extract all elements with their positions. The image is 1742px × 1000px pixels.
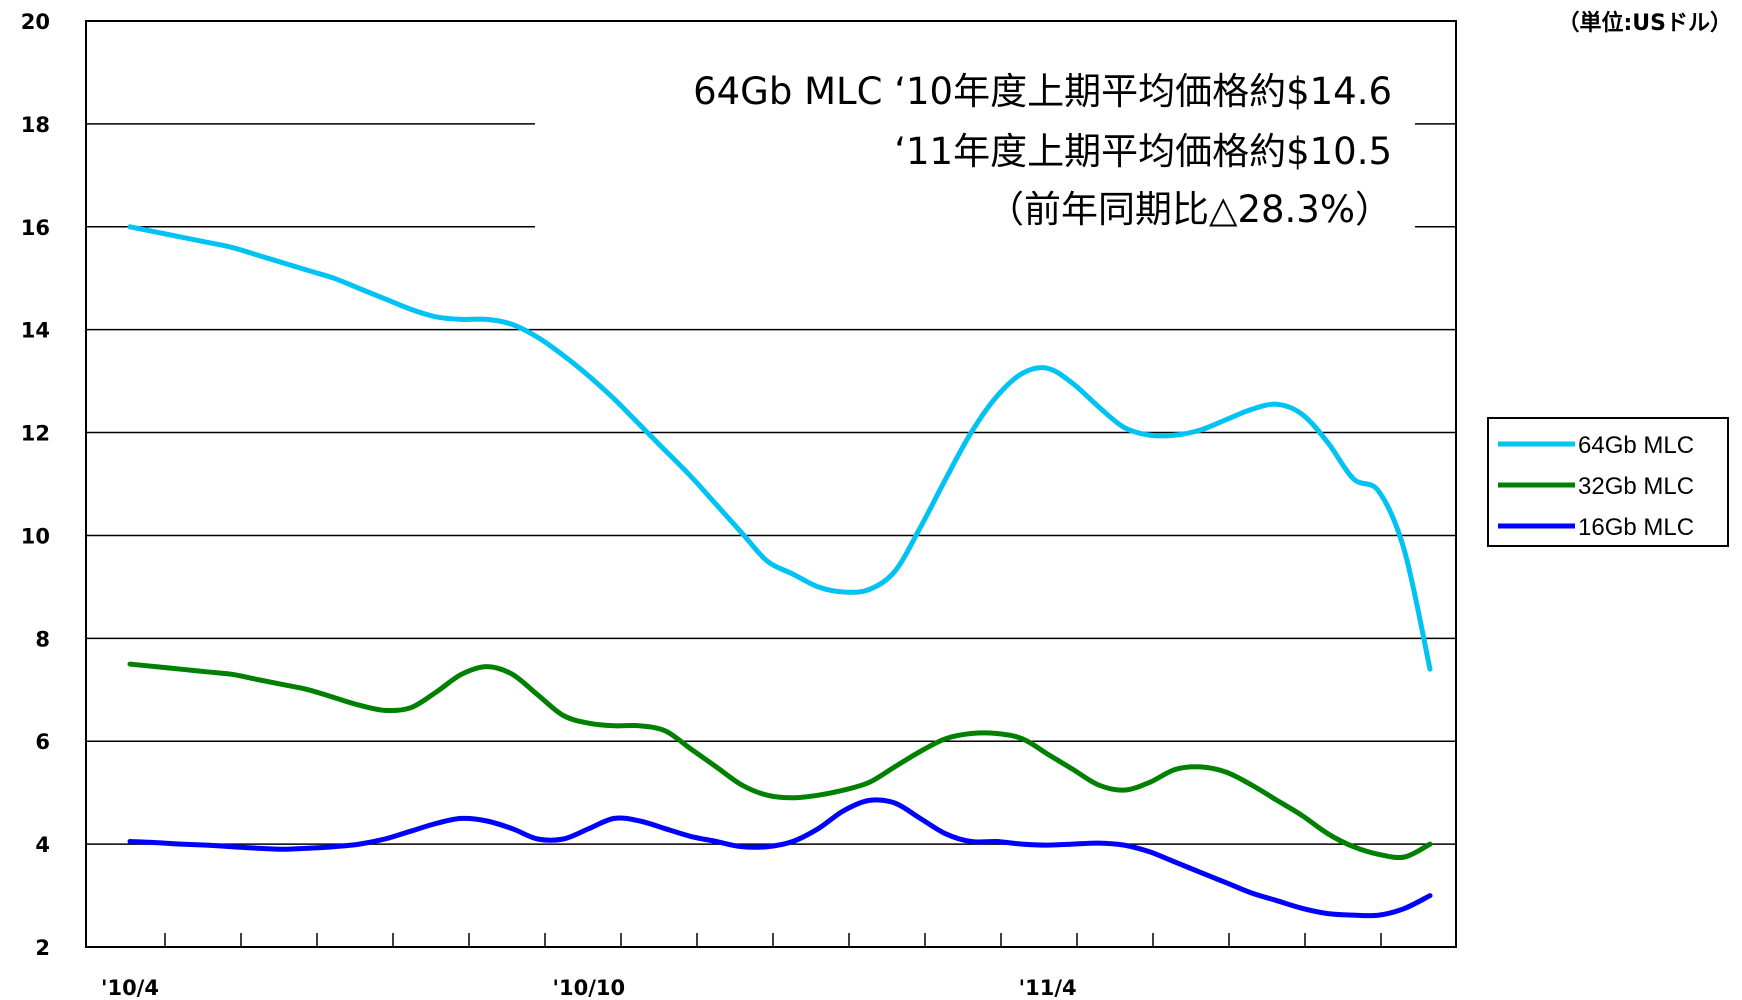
y-tick-label: 18 [21,113,50,137]
series-lines [127,224,1433,919]
y-tick-label: 4 [35,833,50,857]
annotation-line-3: （前年同期比△28.3%） [987,188,1392,231]
y-tick-label: 12 [21,422,50,446]
plot-frame [85,20,1457,948]
gridlines [86,123,1456,845]
series-line-16gb [127,797,1433,919]
x-tick-label: '10/10 [553,976,626,1000]
legend-label-64gb: 64Gb MLC [1578,432,1694,459]
x-axis: '10/4 '10/10 '11/4 [101,933,1382,1000]
annotation-line-2: ‘11年度上期平均価格約$10.5 [894,130,1392,173]
legend: 64Gb MLC 32Gb MLC 16Gb MLC [1487,417,1729,547]
y-tick-label: 16 [21,216,50,240]
legend-label-32gb: 32Gb MLC [1578,473,1694,500]
series-line-64gb [127,224,1433,672]
y-tick-label: 2 [35,936,50,960]
y-tick-label: 14 [21,319,50,343]
y-tick-label: 6 [35,730,50,754]
y-tick-label: 8 [35,627,50,651]
unit-label: （単位:USドル） [1557,10,1732,36]
legend-label-16gb: 16Gb MLC [1578,514,1694,541]
x-tick-label: '11/4 [1019,976,1077,1000]
y-tick-label: 20 [21,10,50,34]
y-tick-label: 10 [21,524,50,548]
annotation-background [535,60,1415,250]
series-line-32gb [127,661,1433,861]
annotation-line-1: 64Gb MLC ‘10年度上期平均価格約$14.6 [693,70,1392,113]
y-axis: 2 4 6 8 10 12 14 16 18 20 [21,10,50,960]
x-tick-label: '10/4 [101,976,159,1000]
